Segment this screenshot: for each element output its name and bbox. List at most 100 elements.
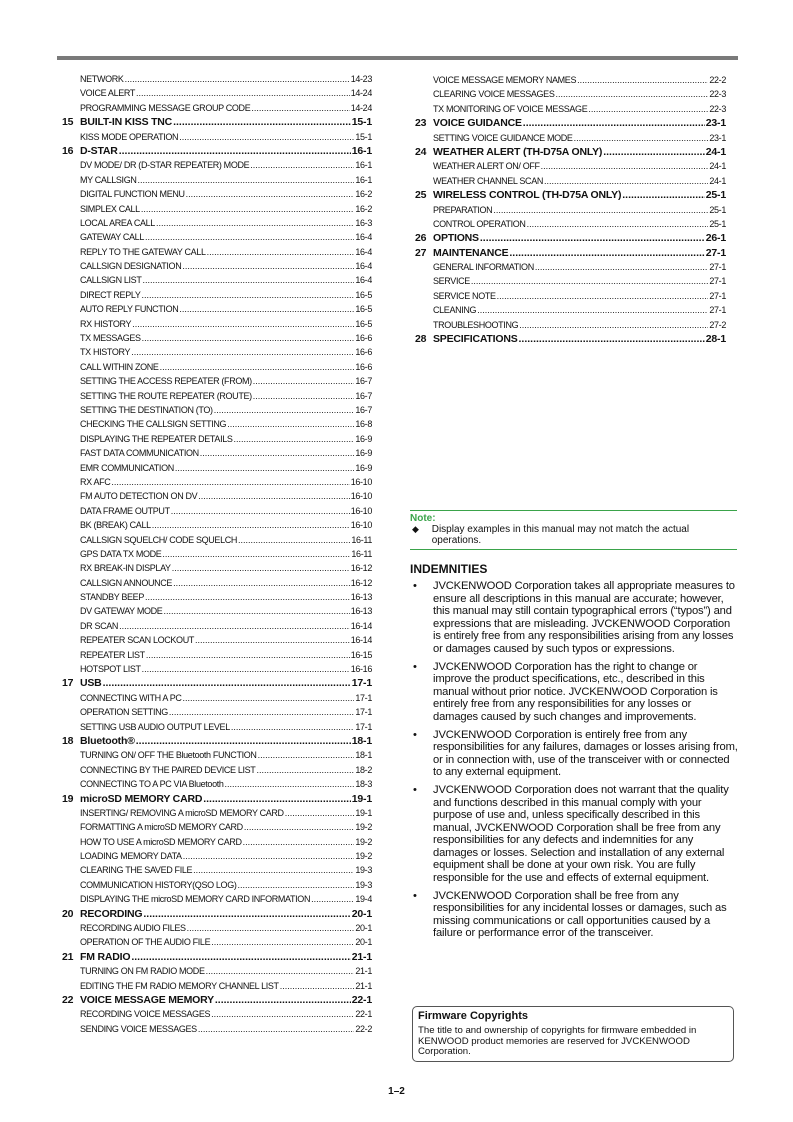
toc-section-entry[interactable]: SETTING THE DESTINATION (TO) 16-7 bbox=[62, 403, 372, 417]
toc-section-entry[interactable]: SETTING THE ROUTE REPEATER (ROUTE) 16-7 bbox=[62, 389, 372, 403]
toc-section-entry[interactable]: TURNING ON FM RADIO MODE 21-1 bbox=[62, 964, 372, 978]
toc-section-entry[interactable]: VOICE ALERT 14-24 bbox=[62, 86, 372, 100]
dot-leader bbox=[142, 662, 350, 676]
toc-chapter-entry[interactable]: 18 Bluetooth® 18-1 bbox=[62, 734, 372, 748]
toc-entry-title: DIGITAL FUNCTION MENU bbox=[80, 189, 185, 200]
toc-section-entry[interactable]: REPEATER SCAN LOCKOUT 16-14 bbox=[62, 633, 372, 647]
toc-section-entry[interactable]: TROUBLESHOOTING 27-2 bbox=[415, 318, 726, 332]
toc-entry-title: INSERTING/ REMOVING A microSD MEMORY CAR… bbox=[80, 807, 284, 818]
toc-chapter-entry[interactable]: 19 microSD MEMORY CARD 19-1 bbox=[62, 792, 372, 806]
toc-section-entry[interactable]: DIGITAL FUNCTION MENU 16-2 bbox=[62, 187, 372, 201]
toc-section-entry[interactable]: CLEARING VOICE MESSAGES 22-3 bbox=[415, 87, 726, 101]
toc-section-entry[interactable]: CALLSIGN ANNOUNCE 16-12 bbox=[62, 576, 372, 590]
toc-entry-title: microSD MEMORY CARD bbox=[80, 792, 203, 805]
toc-section-entry[interactable]: OPERATION OF THE AUDIO FILE 20-1 bbox=[62, 935, 372, 949]
toc-section-entry[interactable]: TURNING ON/ OFF THE Bluetooth FUNCTION 18… bbox=[62, 748, 372, 762]
toc-section-entry[interactable]: RX AFC 16-10 bbox=[62, 475, 372, 489]
toc-section-entry[interactable]: TX MONITORING OF VOICE MESSAGE 22-3 bbox=[415, 102, 726, 116]
toc-chapter-entry[interactable]: 26 OPTIONS 26-1 bbox=[415, 231, 726, 245]
toc-chapter-entry[interactable]: 16 D-STAR 16-1 bbox=[62, 144, 372, 158]
toc-chapter-entry[interactable]: 28 SPECIFICATIONS 28-1 bbox=[415, 332, 726, 346]
dot-leader bbox=[480, 231, 705, 245]
toc-entry-title: NETWORK bbox=[80, 74, 124, 84]
toc-section-entry[interactable]: EMR COMMUNICATION 16-9 bbox=[62, 461, 372, 475]
toc-section-entry[interactable]: SERVICE NOTE 27-1 bbox=[415, 289, 726, 303]
toc-section-entry[interactable]: DISPLAYING THE microSD MEMORY CARD INFOR… bbox=[62, 892, 372, 906]
toc-chapter-entry[interactable]: 22 VOICE MESSAGE MEMORY 22-1 bbox=[62, 993, 372, 1007]
toc-page-number: 16-1 bbox=[351, 144, 372, 157]
toc-section-entry[interactable]: GPS DATA TX MODE 16-11 bbox=[62, 547, 372, 561]
toc-section-entry[interactable]: DISPLAYING THE REPEATER DETAILS 16-9 bbox=[62, 432, 372, 446]
toc-section-entry[interactable]: LOCAL AREA CALL 16-3 bbox=[62, 216, 372, 230]
toc-chapter-entry[interactable]: 25 WIRELESS CONTROL (TH-D75A ONLY) 25-1 bbox=[415, 188, 726, 202]
toc-section-entry[interactable]: SETTING USB AUDIO OUTPUT LEVEL 17-1 bbox=[62, 720, 372, 734]
toc-section-entry[interactable]: REPEATER LIST 16-15 bbox=[62, 648, 372, 662]
toc-section-entry[interactable]: TX MESSAGES 16-6 bbox=[62, 331, 372, 345]
toc-section-entry[interactable]: VOICE MESSAGE MEMORY NAMES 22-2 bbox=[415, 73, 726, 87]
toc-section-entry[interactable]: TX HISTORY 16-6 bbox=[62, 345, 372, 359]
toc-section-entry[interactable]: WEATHER CHANNEL SCAN 24-1 bbox=[415, 174, 726, 188]
toc-section-entry[interactable]: DV MODE/ DR (D-STAR REPEATER) MODE 16-1 bbox=[62, 158, 372, 172]
toc-section-entry[interactable]: SETTING THE ACCESS REPEATER (FROM) 16-7 bbox=[62, 374, 372, 388]
toc-section-entry[interactable]: CLEARING THE SAVED FILE 19-3 bbox=[62, 863, 372, 877]
toc-section-entry[interactable]: COMMUNICATION HISTORY(QSO LOG) 19-3 bbox=[62, 878, 372, 892]
toc-section-entry[interactable]: CLEANING 27-1 bbox=[415, 303, 726, 317]
toc-section-entry[interactable]: GATEWAY CALL 16-4 bbox=[62, 230, 372, 244]
toc-section-entry[interactable]: BK (BREAK) CALL 16-10 bbox=[62, 518, 372, 532]
toc-section-entry[interactable]: DIRECT REPLY 16-5 bbox=[62, 288, 372, 302]
toc-section-entry[interactable]: SERVICE 27-1 bbox=[415, 274, 726, 288]
toc-chapter-entry[interactable]: 17 USB 17-1 bbox=[62, 676, 372, 690]
toc-section-entry[interactable]: FM AUTO DETECTION ON DV 16-10 bbox=[62, 489, 372, 503]
toc-section-entry[interactable]: CALLSIGN LIST 16-4 bbox=[62, 273, 372, 287]
toc-section-entry[interactable]: STANDBY BEEP 16-13 bbox=[62, 590, 372, 604]
toc-section-entry[interactable]: CALLSIGN DESIGNATION 16-4 bbox=[62, 259, 372, 273]
toc-page-number: 19-3 bbox=[355, 865, 372, 876]
toc-section-entry[interactable]: RECORDING VOICE MESSAGES 22-1 bbox=[62, 1007, 372, 1021]
toc-section-entry[interactable]: FORMATTING A microSD MEMORY CARD 19-2 bbox=[62, 820, 372, 834]
toc-section-entry[interactable]: SETTING VOICE GUIDANCE MODE 23-1 bbox=[415, 131, 726, 145]
toc-section-entry[interactable]: HOW TO USE A microSD MEMORY CARD 19-2 bbox=[62, 835, 372, 849]
toc-section-entry[interactable]: RX BREAK-IN DISPLAY 16-12 bbox=[62, 561, 372, 575]
toc-section-entry[interactable]: DATA FRAME OUTPUT 16-10 bbox=[62, 504, 372, 518]
toc-entry-title: CALLSIGN SQUELCH/ CODE SQUELCH bbox=[80, 534, 238, 545]
toc-section-entry[interactable]: OPERATION SETTING 17-1 bbox=[62, 705, 372, 719]
toc-section-entry[interactable]: PREPARATION 25-1 bbox=[415, 203, 726, 217]
toc-chapter-entry[interactable]: 21 FM RADIO 21-1 bbox=[62, 950, 372, 964]
toc-section-entry[interactable]: HOTSPOT LIST 16-16 bbox=[62, 662, 372, 676]
toc-section-entry[interactable]: AUTO REPLY FUNCTION 16-5 bbox=[62, 302, 372, 316]
toc-section-entry[interactable]: SENDING VOICE MESSAGES 22-2 bbox=[62, 1022, 372, 1036]
toc-section-entry[interactable]: RECORDING AUDIO FILES 20-1 bbox=[62, 921, 372, 935]
firmware-title: Firmware Copyrights bbox=[418, 1010, 529, 1022]
toc-section-entry[interactable]: REPLY TO THE GATEWAY CALL 16-4 bbox=[62, 245, 372, 259]
toc-chapter-entry[interactable]: 23 VOICE GUIDANCE 23-1 bbox=[415, 116, 726, 130]
dot-leader bbox=[173, 115, 351, 129]
toc-page-number: 16-12 bbox=[350, 563, 372, 574]
toc-section-entry[interactable]: SIMPLEX CALL 16-2 bbox=[62, 202, 372, 216]
toc-section-entry[interactable]: KISS MODE OPERATION 15-1 bbox=[62, 130, 372, 144]
toc-section-entry[interactable]: LOADING MEMORY DATA 19-2 bbox=[62, 849, 372, 863]
toc-section-entry[interactable]: CONTROL OPERATION 25-1 bbox=[415, 217, 726, 231]
toc-section-entry[interactable]: CONNECTING BY THE PAIRED DEVICE LIST 18-2 bbox=[62, 763, 372, 777]
toc-chapter-entry[interactable]: 24 WEATHER ALERT (TH-D75A ONLY) 24-1 bbox=[415, 145, 726, 159]
toc-section-entry[interactable]: CONNECTING TO A PC VIA Bluetooth 18-3 bbox=[62, 777, 372, 791]
toc-section-entry[interactable]: RX HISTORY 16-5 bbox=[62, 317, 372, 331]
toc-chapter-entry[interactable]: 15 BUILT-IN KISS TNC 15-1 bbox=[62, 115, 372, 129]
toc-section-entry[interactable]: FAST DATA COMMUNICATION 16-9 bbox=[62, 446, 372, 460]
toc-section-entry[interactable]: GENERAL INFORMATION 27-1 bbox=[415, 260, 726, 274]
toc-section-entry[interactable]: CALL WITHIN ZONE 16-6 bbox=[62, 360, 372, 374]
toc-section-entry[interactable]: CALLSIGN SQUELCH/ CODE SQUELCH 16-11 bbox=[62, 533, 372, 547]
toc-chapter-entry[interactable]: 27 MAINTENANCE 27-1 bbox=[415, 246, 726, 260]
toc-chapter-entry[interactable]: 20 RECORDING 20-1 bbox=[62, 907, 372, 921]
toc-section-entry[interactable]: CHECKING THE CALLSIGN SETTING 16-8 bbox=[62, 417, 372, 431]
toc-section-entry[interactable]: EDITING THE FM RADIO MEMORY CHANNEL LIST… bbox=[62, 979, 372, 993]
toc-section-entry[interactable]: MY CALLSIGN 16-1 bbox=[62, 173, 372, 187]
toc-section-entry[interactable]: WEATHER ALERT ON/ OFF 24-1 bbox=[415, 159, 726, 173]
toc-page-number: 21-1 bbox=[355, 980, 372, 991]
toc-section-entry[interactable]: DR SCAN 16-14 bbox=[62, 619, 372, 633]
toc-chapter-number: 20 bbox=[62, 907, 74, 920]
toc-section-entry[interactable]: PROGRAMMING MESSAGE GROUP CODE 14-24 bbox=[62, 101, 372, 115]
toc-section-entry[interactable]: DV GATEWAY MODE 16-13 bbox=[62, 604, 372, 618]
toc-section-entry[interactable]: NETWORK 14-23 bbox=[62, 72, 372, 86]
toc-section-entry[interactable]: INSERTING/ REMOVING A microSD MEMORY CAR… bbox=[62, 806, 372, 820]
toc-section-entry[interactable]: CONNECTING WITH A PC 17-1 bbox=[62, 691, 372, 705]
